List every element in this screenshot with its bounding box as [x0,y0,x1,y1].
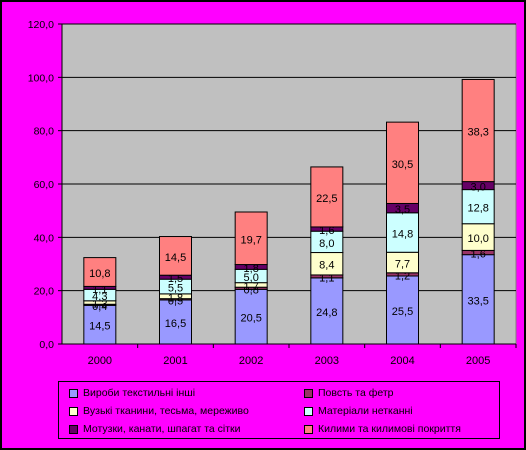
x-tick-label: 2005 [466,355,490,367]
bar-segment [234,288,268,345]
legend-item: Вироби текстильні інші [69,387,195,399]
bar-segment [386,212,419,253]
y-tick-label: 40,0 [34,232,55,244]
bar-segment [461,189,495,225]
data-label: 24,8 [316,307,337,319]
data-label: 1,6 [319,225,334,237]
bar-segment [461,223,495,251]
bar-segment [83,257,117,287]
bar-segment [83,304,117,345]
x-tick-label: 2000 [88,355,112,367]
data-label: 19,7 [240,234,261,246]
legend-label: Мотузки, канати, шпагат та сітки [83,423,241,435]
data-label: 3,0 [471,182,486,194]
data-label: 1,7 [244,281,259,293]
y-tick-label: 80,0 [34,126,55,138]
x-tick-label: 2004 [390,355,414,367]
bar-segment [159,236,192,276]
bar-segment [159,299,192,345]
legend-label: Повсть та фетр [318,387,394,399]
bar-segment [461,254,495,345]
legend-label: Вироби текстильні інші [83,387,196,399]
data-label: 38,3 [467,127,488,139]
data-label: 8,4 [319,260,334,272]
legend-item: Повсть та фетр [304,387,394,399]
bar-segment [234,211,268,266]
y-tick-label: 100,0 [28,72,54,84]
legend-swatch [304,406,313,416]
data-label: 1,2 [395,270,410,282]
data-label: 5,0 [244,272,259,284]
data-label: 22,5 [316,193,337,205]
bar-segment [310,166,344,228]
bar-segment [461,78,495,183]
data-label: 1,8 [168,292,183,304]
legend-item: Килими та килимові покриття [304,423,461,435]
y-tick-label: 60,0 [34,179,55,191]
data-label: 33,5 [467,295,488,307]
data-label: 3,5 [395,204,410,216]
legend-label: Вузькі тканини, тесьма, мереживо [83,405,249,417]
x-tick-label: 2003 [315,355,339,367]
y-tick-label: 120,0 [28,19,54,31]
data-label: 20,5 [240,313,261,325]
legend-label: Матеріали нетканні [318,405,413,417]
data-label: 1,3 [92,299,107,311]
legend-swatch [304,424,313,434]
legend-swatch [69,388,78,398]
legend-item: Матеріали нетканні [304,405,413,417]
x-tick-label: 2001 [163,355,187,367]
data-label: 12,8 [467,203,488,215]
legend-swatch [304,388,313,398]
data-label: 14,5 [165,252,186,264]
data-label: 14,8 [392,229,413,241]
data-label: 7,7 [395,259,410,271]
legend-swatch [69,424,78,434]
legend: Вироби текстильні інші Повсть та фетр Вузь… [58,381,500,439]
data-label: 25,5 [392,306,413,318]
bar-segment [386,121,419,204]
data-label: 10,0 [467,233,488,245]
bar-segment [310,277,344,345]
data-label: 1,5 [168,273,183,285]
x-tick-label: 2002 [239,355,263,367]
data-label: 14,5 [89,321,110,333]
legend-swatch [69,406,78,416]
data-label: 8,0 [319,238,334,250]
data-label: 1,6 [471,249,486,261]
legend-label: Килими та килимові покриття [318,423,461,435]
data-label: 10,8 [89,268,110,280]
y-tick-label: 20,0 [34,286,55,298]
data-label: 4,3 [92,291,107,303]
data-label: 1,8 [244,263,259,275]
y-tick-label: 0,0 [39,339,54,351]
legend-item: Вузькі тканини, тесьма, мереживо [69,405,249,417]
data-label: 5,5 [168,283,183,295]
data-label: 30,5 [392,159,413,171]
data-label: 16,5 [165,318,186,330]
legend-item: Мотузки, канати, шпагат та сітки [69,423,241,435]
